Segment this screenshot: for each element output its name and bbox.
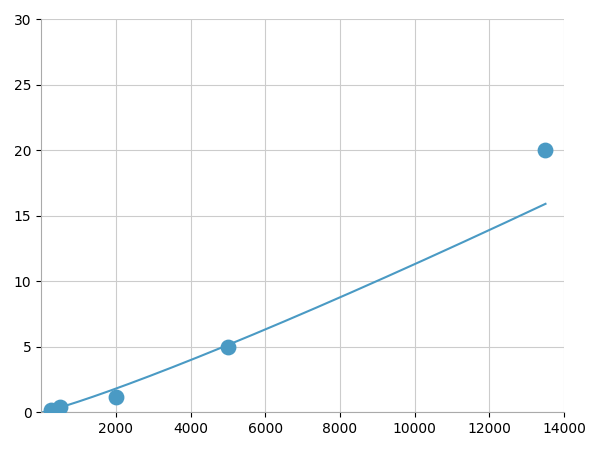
Point (55, 404, 65, 411)
Point (46, 406, 55, 414)
Point (541, 147, 550, 154)
Point (111, 393, 121, 400)
Point (223, 343, 233, 351)
